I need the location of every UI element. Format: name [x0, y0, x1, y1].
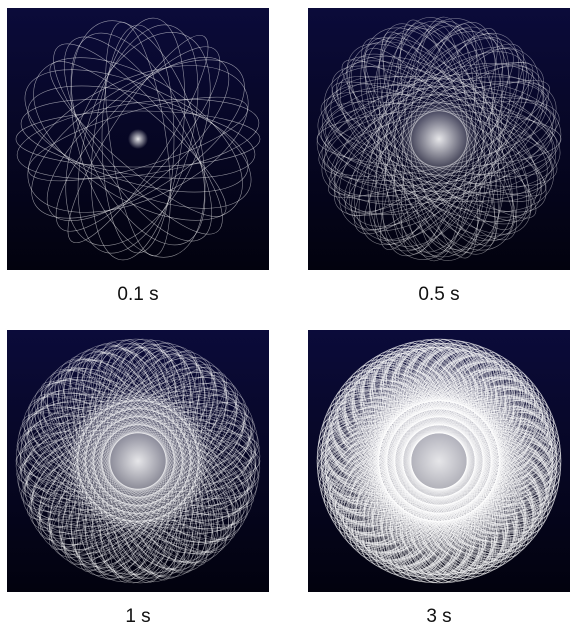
caption: 0.5 s — [418, 284, 459, 305]
caption: 1 s — [125, 606, 150, 627]
panel — [303, 325, 575, 597]
figure: 0.1 s 0.5 s 1 s 3 s — [0, 0, 577, 628]
caption: 0.1 s — [117, 284, 158, 305]
panel — [5, 5, 270, 273]
panel — [303, 3, 575, 275]
center-glow — [128, 129, 148, 149]
caption: 3 s — [426, 606, 451, 627]
center-glow — [68, 391, 208, 531]
panel — [2, 326, 273, 597]
center-glow — [399, 99, 479, 179]
center-glow — [319, 341, 559, 581]
